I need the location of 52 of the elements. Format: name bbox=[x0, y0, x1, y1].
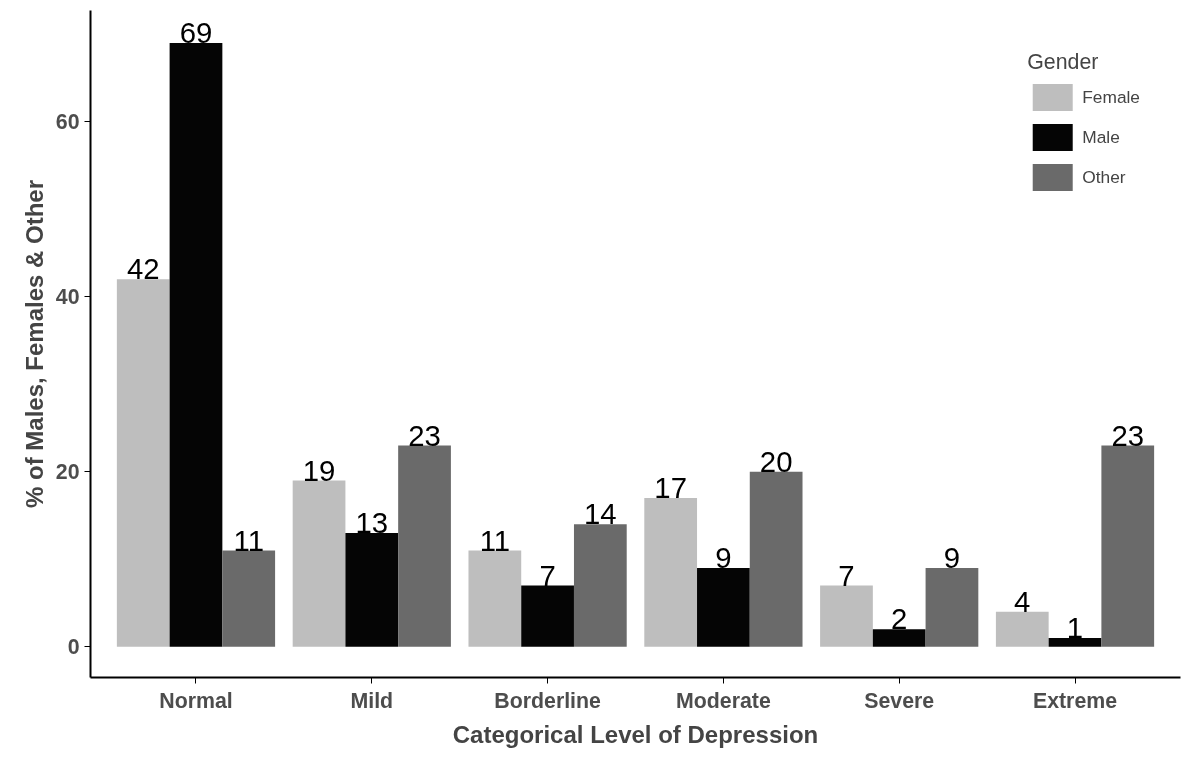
x-tick-label: Mild bbox=[350, 688, 394, 713]
data-label: 9 bbox=[715, 541, 732, 575]
data-label: 7 bbox=[539, 558, 556, 592]
y-tick-label: 60 bbox=[55, 110, 80, 135]
data-label: 11 bbox=[233, 523, 264, 557]
bar bbox=[292, 480, 346, 647]
bar bbox=[1101, 445, 1155, 647]
bar bbox=[872, 629, 926, 647]
x-tick-label: Severe bbox=[864, 688, 935, 713]
data-label: 4 bbox=[1014, 584, 1031, 618]
data-label: 14 bbox=[584, 497, 617, 531]
data-label: 19 bbox=[302, 453, 336, 487]
bar bbox=[521, 585, 574, 647]
bar bbox=[116, 279, 170, 647]
x-tick-label: Normal bbox=[159, 688, 233, 713]
y-tick-label: 0 bbox=[67, 635, 80, 660]
x-tick-label: Moderate bbox=[676, 688, 771, 713]
legend-label: Female bbox=[1082, 86, 1140, 108]
data-label: 23 bbox=[1111, 418, 1145, 452]
bar bbox=[925, 568, 979, 647]
data-label: 23 bbox=[408, 418, 441, 452]
x-tick-label: Extreme bbox=[1032, 688, 1118, 713]
data-label: 13 bbox=[355, 506, 389, 540]
y-axis-title: % of Males, Females & Other bbox=[20, 179, 48, 509]
bar bbox=[169, 42, 223, 647]
bar bbox=[468, 550, 522, 647]
bar bbox=[749, 471, 803, 647]
data-label: 17 bbox=[654, 471, 687, 505]
bar bbox=[995, 611, 1049, 647]
data-label: 1 bbox=[1066, 611, 1084, 645]
legend-label: Other bbox=[1082, 166, 1126, 188]
data-label: 9 bbox=[943, 541, 961, 575]
bar bbox=[820, 585, 873, 647]
y-tick-label: 40 bbox=[55, 285, 80, 310]
y-tick-label: 20 bbox=[55, 460, 80, 485]
data-label: 69 bbox=[179, 15, 213, 49]
data-label: 2 bbox=[891, 602, 908, 636]
x-tick-label: Borderline bbox=[494, 688, 602, 713]
legend-label: Male bbox=[1082, 126, 1120, 148]
bar bbox=[398, 445, 451, 647]
bar bbox=[697, 568, 750, 647]
data-label: 42 bbox=[126, 252, 160, 286]
legend-title: Gender bbox=[1027, 50, 1100, 75]
data-label: 7 bbox=[838, 558, 855, 592]
bar bbox=[1048, 638, 1102, 647]
x-axis-title: Categorical Level of Depression bbox=[452, 720, 819, 748]
bar bbox=[222, 550, 276, 647]
data-label: 20 bbox=[759, 444, 793, 478]
data-label: 11 bbox=[479, 523, 511, 557]
bar bbox=[644, 498, 698, 647]
bar bbox=[573, 524, 627, 647]
bar bbox=[345, 533, 399, 647]
